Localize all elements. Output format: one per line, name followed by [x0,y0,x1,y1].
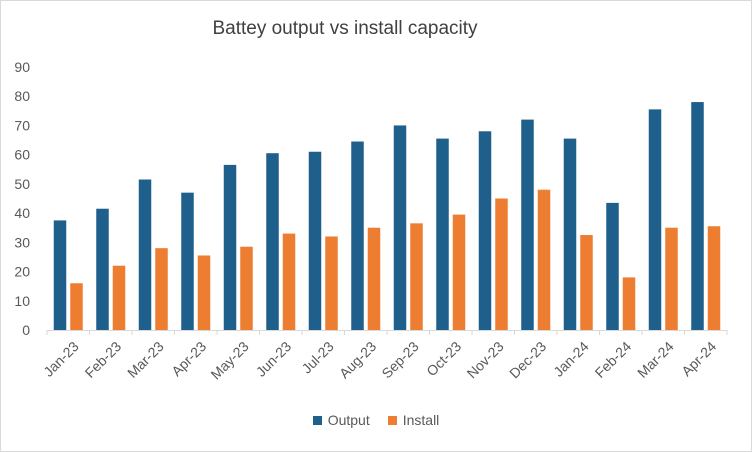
legend-item-install: Install [387,412,440,428]
bar-install [282,233,296,330]
y-tick-label: 30 [14,234,30,250]
x-tick-label: Sep-23 [378,338,421,381]
x-tick-label: Mar-23 [124,338,167,381]
bar-install [197,255,211,330]
x-tick-label: Apr-24 [678,338,719,379]
bar-output [266,153,279,330]
bar-install [325,236,338,330]
bar-output [648,109,662,330]
bar-install [410,223,423,330]
x-tick-label: Oct-23 [423,338,464,379]
bar-install [452,214,466,330]
x-tick-label: May-23 [207,338,251,382]
y-tick-label: 20 [14,264,30,280]
x-tick-label: Apr-23 [168,338,209,379]
legend-label-output: Output [327,412,370,428]
bar-output [181,192,194,330]
x-tick-label: Feb-24 [592,338,635,381]
y-tick-label: 10 [14,293,30,309]
bar-output [521,119,534,330]
chart-legend: Output Install [0,412,752,428]
bar-output [478,131,492,330]
y-tick-label: 40 [14,205,30,221]
x-tick-label: Dec-23 [506,338,549,381]
bar-output [53,220,67,330]
x-tick-label: Jan-23 [40,338,82,380]
x-tick-label: Jul-23 [298,338,336,376]
bar-install [367,227,381,330]
y-tick-label: 70 [14,117,30,133]
bar-output [138,179,152,330]
bar-output [606,202,619,330]
x-tick-label: Mar-24 [634,338,677,381]
x-tick-label: Jun-23 [253,338,295,380]
legend-item-output: Output [312,412,370,428]
bar-install [70,283,83,330]
y-tick-label: 50 [14,176,30,192]
bar-install [495,198,508,330]
legend-swatch-install [387,415,397,425]
chart-title: Battey output vs install capacity [212,18,478,39]
y-tick-label: 80 [14,88,30,104]
y-tick-label: 90 [14,59,30,75]
bar-install [537,189,551,330]
bar-install [622,277,636,330]
x-tick-label: Aug-23 [336,338,379,381]
legend-label-install: Install [402,412,440,428]
bar-install [112,265,126,330]
bar-install [665,227,678,330]
x-tick-label: Jan-24 [550,338,592,380]
y-tick-label: 60 [14,147,30,163]
bar-output [436,138,449,330]
bar-output [351,141,364,330]
bar-output [96,208,109,330]
bar-output [308,151,322,330]
x-tick-label: Nov-23 [463,338,506,381]
bar-install [240,246,253,330]
bar-output [563,138,577,330]
bar-output [393,125,407,330]
y-tick-label: 0 [22,322,30,338]
bar-output [691,102,704,330]
bar-output [223,164,237,330]
bar-install [155,248,168,330]
x-tick-label: Feb-23 [82,338,125,381]
bar-install [580,235,593,330]
bar-install [707,226,721,330]
legend-swatch-output [312,415,322,425]
